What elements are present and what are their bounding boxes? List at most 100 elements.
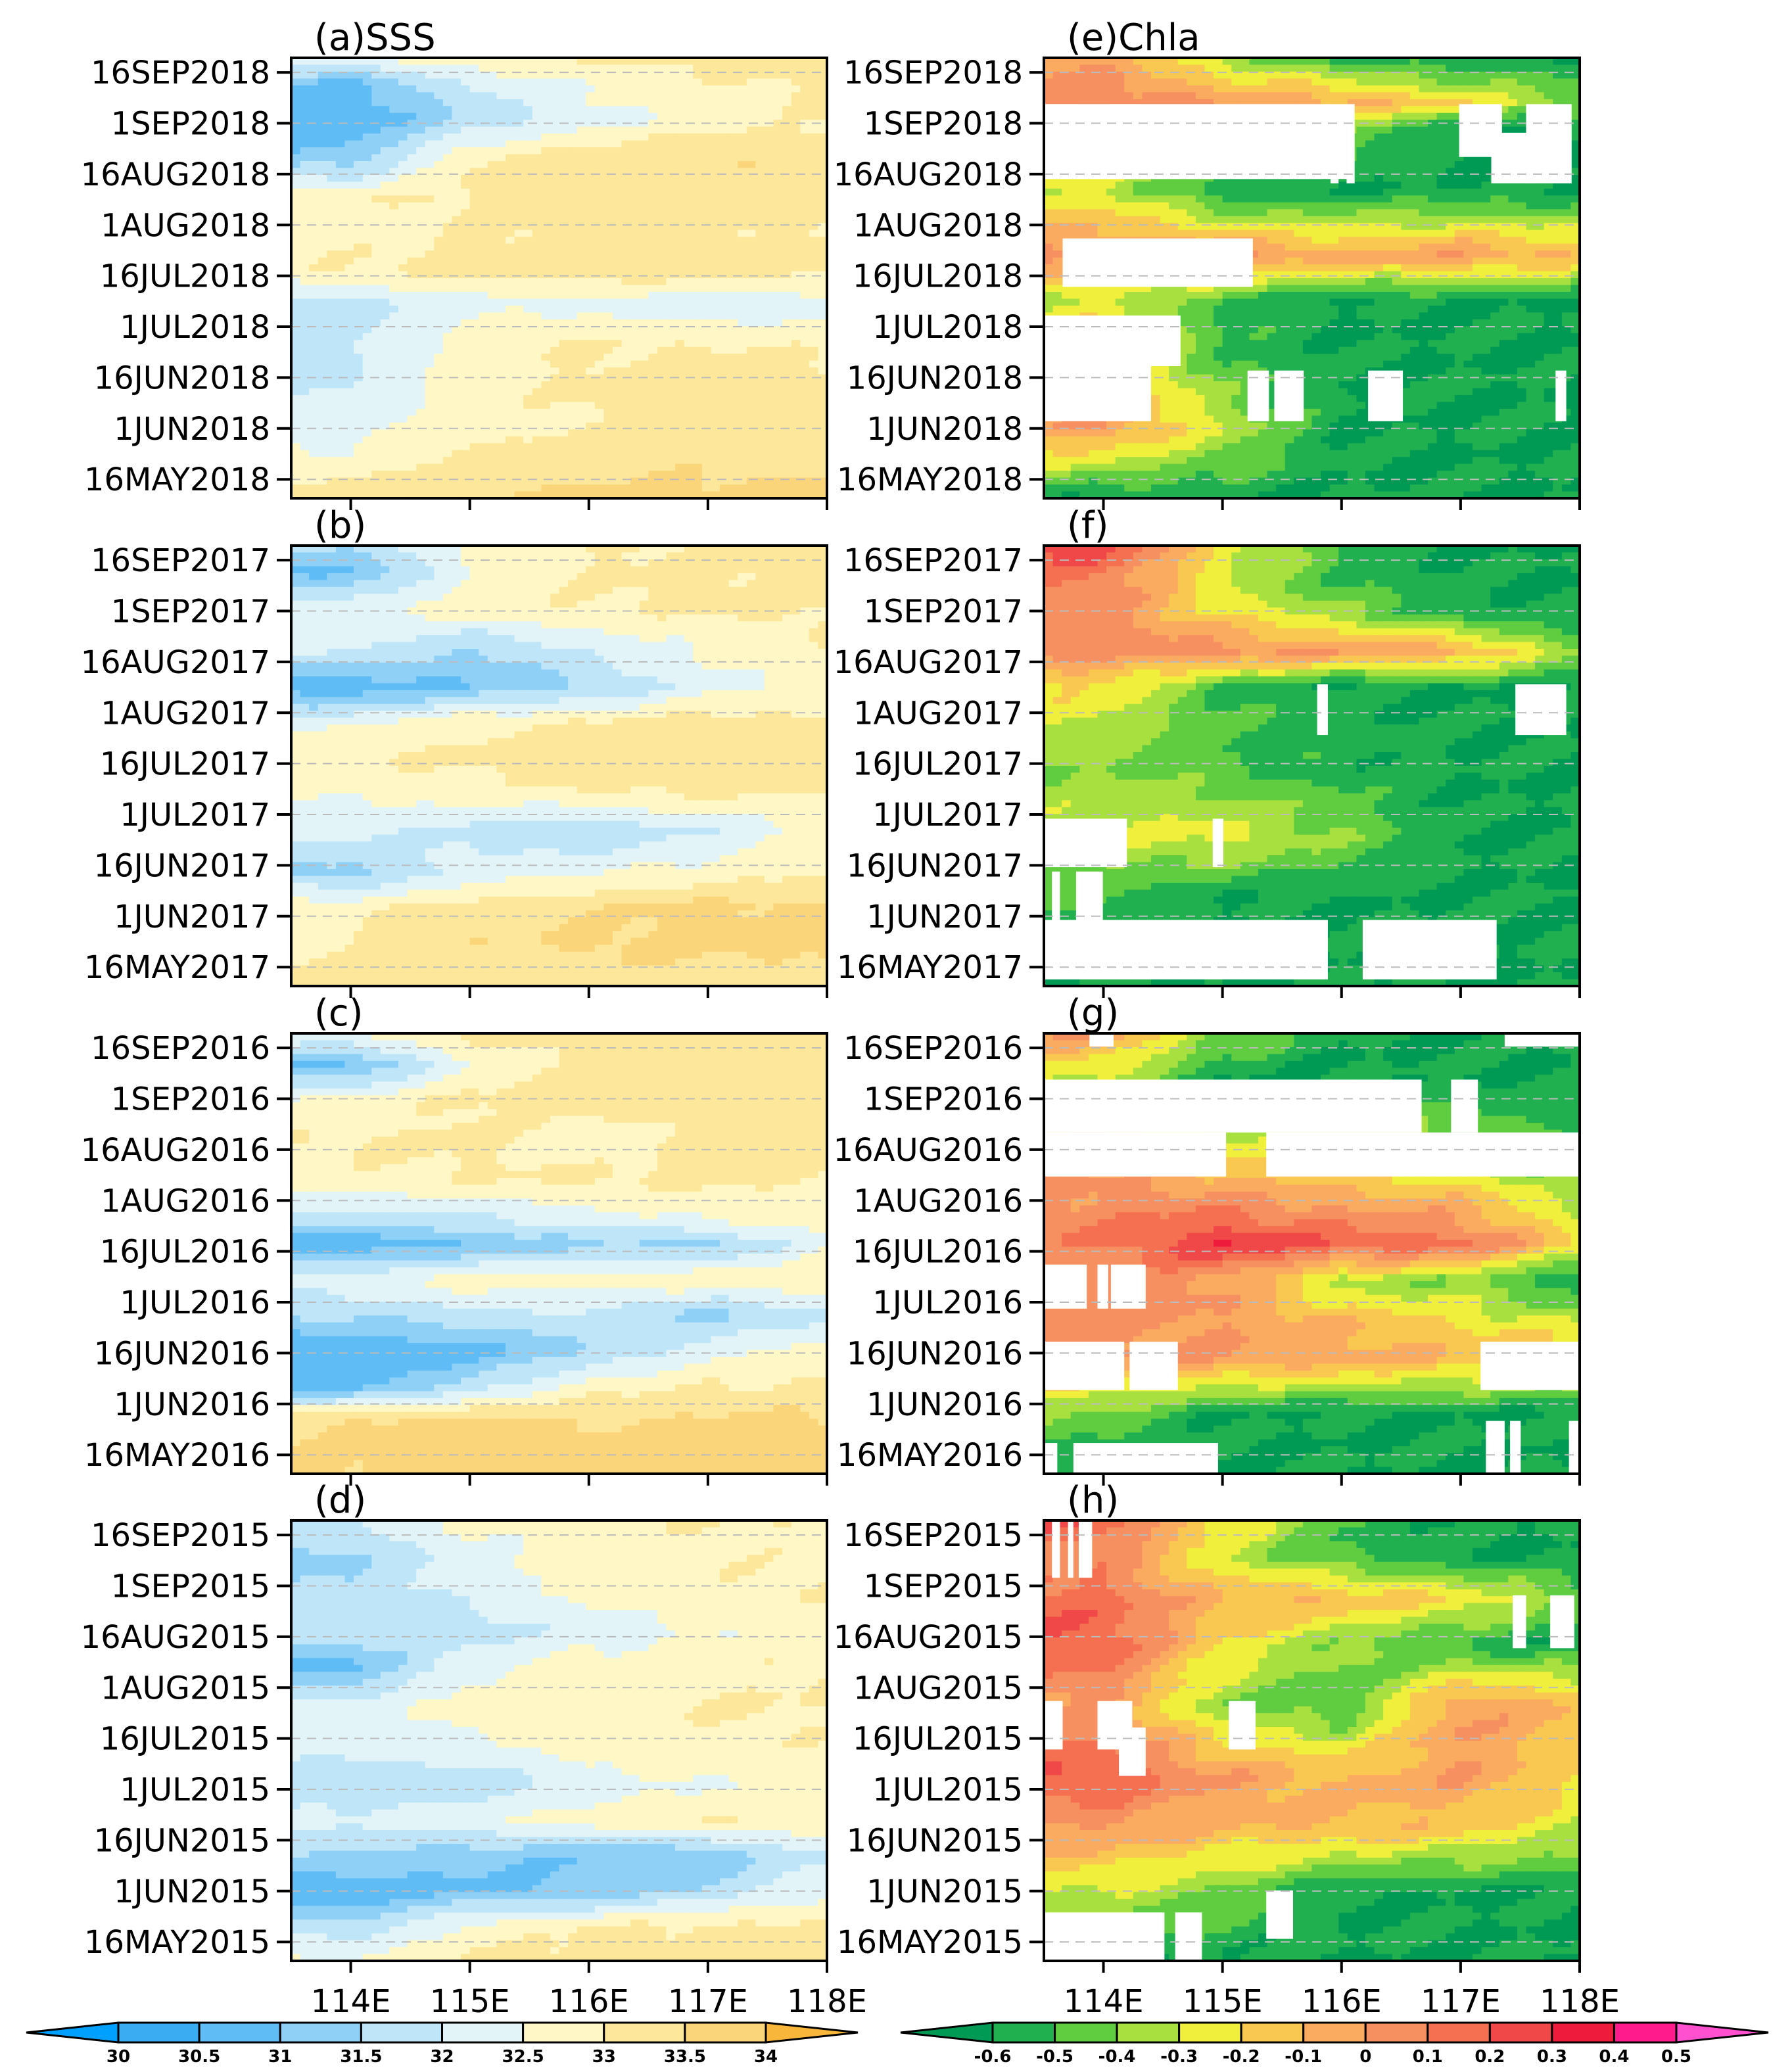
heatmap-cell — [577, 71, 586, 80]
heatmap-cell — [479, 298, 488, 306]
heatmap-cell — [746, 223, 756, 231]
heatmap-cell — [613, 223, 623, 231]
heatmap-cell — [469, 394, 479, 403]
heatmap-cell — [496, 491, 506, 498]
heatmap-cell — [434, 566, 444, 574]
heatmap-cell — [469, 621, 479, 629]
heatmap-cell — [701, 394, 712, 403]
heatmap-cell — [362, 312, 372, 320]
heatmap-cell — [613, 443, 623, 451]
heatmap-cell — [594, 642, 605, 649]
heatmap-cell — [398, 243, 408, 251]
heatmap-cell — [300, 250, 310, 258]
heatmap-cell — [568, 573, 578, 580]
heatmap-cell — [728, 112, 738, 120]
heatmap-cell — [309, 436, 319, 444]
heatmap-cell — [738, 168, 747, 176]
heatmap-cell — [630, 264, 640, 272]
heatmap-cell — [327, 312, 337, 320]
heatmap-cell — [764, 154, 774, 162]
heatmap-cell — [800, 586, 810, 594]
heatmap-cell — [318, 237, 327, 245]
heatmap-cell — [425, 161, 435, 169]
heatmap-cell — [380, 333, 390, 341]
heatmap-cell — [720, 559, 730, 567]
heatmap-cell — [693, 662, 703, 670]
heatmap-cell — [506, 635, 515, 643]
heatmap-cell — [550, 257, 560, 265]
heatmap-cell — [693, 408, 703, 416]
heatmap-cell — [738, 436, 747, 444]
heatmap-cell — [621, 298, 631, 306]
heatmap-cell — [773, 202, 783, 210]
heatmap-cell — [791, 85, 801, 93]
heatmap-cell — [335, 71, 346, 80]
heatmap-cell — [594, 594, 605, 601]
heatmap-cell — [523, 340, 533, 348]
heatmap-cell — [291, 92, 301, 100]
heatmap-cell — [711, 326, 720, 334]
heatmap-cell — [577, 546, 586, 553]
heatmap-cell — [630, 58, 640, 66]
heatmap-cell — [621, 491, 631, 498]
heatmap-cell — [452, 642, 461, 649]
heatmap-cell — [586, 326, 596, 334]
heatmap-cell — [416, 573, 426, 580]
heatmap-cell — [755, 195, 765, 203]
heatmap-cell — [630, 408, 640, 416]
heatmap-cell — [461, 174, 471, 183]
heatmap-cell — [550, 85, 560, 93]
heatmap-cell — [800, 229, 810, 237]
heatmap-cell — [720, 477, 730, 485]
heatmap-cell — [657, 209, 667, 217]
heatmap-cell — [603, 78, 613, 86]
heatmap-cell — [701, 112, 712, 120]
heatmap-cell — [496, 635, 506, 643]
heatmap-cell — [291, 126, 301, 134]
heatmap-cell — [728, 477, 738, 485]
heatmap-cell — [335, 484, 346, 492]
heatmap-cell — [469, 566, 479, 574]
heatmap-cell — [416, 58, 426, 66]
heatmap-cell — [541, 85, 551, 93]
heatmap-cell — [371, 298, 381, 306]
heatmap-cell — [773, 607, 783, 615]
heatmap-cell — [425, 112, 435, 120]
heatmap-cell — [496, 340, 506, 348]
heatmap-cell — [309, 305, 319, 313]
heatmap-cell — [425, 271, 435, 279]
heatmap-cell — [800, 326, 810, 334]
heatmap-cell — [291, 298, 301, 306]
heatmap-cell — [701, 546, 712, 553]
heatmap-cell — [452, 99, 461, 106]
heatmap-cell — [586, 367, 596, 375]
heatmap-cell — [586, 181, 596, 189]
heatmap-cell — [711, 374, 720, 382]
heatmap-cell — [791, 655, 801, 663]
heatmap-cell — [746, 394, 756, 403]
heatmap-cell — [613, 195, 623, 203]
heatmap-cell — [773, 312, 783, 320]
heatmap-cell — [693, 367, 703, 375]
heatmap-cell — [675, 319, 685, 327]
heatmap-cell — [318, 312, 327, 320]
heatmap-cell — [648, 484, 658, 492]
heatmap-cell — [371, 154, 381, 162]
heatmap-cell — [425, 85, 435, 93]
heatmap-cell — [603, 573, 613, 580]
heatmap-cell — [496, 408, 506, 416]
heatmap-cell — [469, 243, 479, 251]
heatmap-cell — [657, 546, 667, 553]
heatmap-cell — [434, 264, 444, 272]
heatmap-cell — [559, 346, 569, 354]
heatmap-cell — [442, 120, 453, 128]
heatmap-cell — [666, 642, 676, 649]
heatmap-cell — [362, 374, 372, 382]
heatmap-cell — [800, 471, 810, 479]
heatmap-cell — [291, 168, 301, 176]
heatmap-cell — [344, 326, 354, 334]
heatmap-cell — [389, 188, 399, 196]
heatmap-cell — [800, 422, 810, 430]
heatmap-cell — [523, 291, 533, 300]
heatmap-cell — [335, 140, 346, 148]
